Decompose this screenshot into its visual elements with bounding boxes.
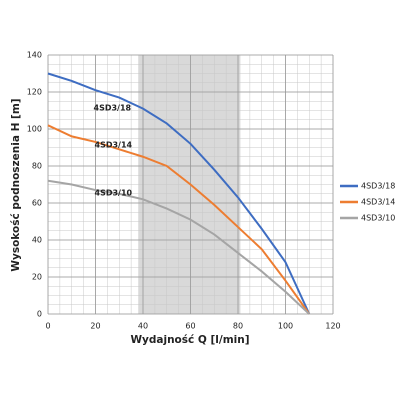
y-tick-label: 0 — [37, 310, 42, 319]
x-tick-label: 120 — [325, 322, 340, 331]
y-tick-label: 120 — [27, 88, 42, 97]
y-tick-label: 100 — [27, 125, 42, 134]
x-tick-label: 80 — [233, 322, 243, 331]
y-tick-label: 40 — [32, 236, 42, 245]
y-tick-label: 20 — [32, 273, 42, 282]
x-tick-label: 0 — [45, 322, 50, 331]
y-tick-label: 80 — [32, 162, 42, 171]
curve-label: 4SD3/18 — [94, 104, 132, 113]
series-line — [47, 72, 311, 315]
curve-label: 4SD3/10 — [95, 189, 133, 198]
legend-label: 4SD3/18 — [361, 182, 395, 191]
series-line — [47, 124, 311, 315]
x-tick-label: 60 — [185, 322, 195, 331]
legend-label: 4SD3/14 — [361, 198, 395, 207]
y-tick-label: 140 — [27, 51, 42, 60]
curve-label: 4SD3/14 — [95, 140, 133, 149]
x-tick-label: 40 — [138, 322, 148, 331]
y-axis-label: Wysokość podnoszenia H [m] — [10, 98, 22, 271]
legend-label: 4SD3/10 — [361, 214, 395, 223]
x-tick-label: 100 — [278, 322, 293, 331]
y-tick-label: 60 — [32, 199, 42, 208]
x-tick-label: 20 — [90, 322, 100, 331]
series-line — [47, 179, 310, 315]
x-axis-label: Wydajność Q [l/min] — [130, 334, 249, 346]
